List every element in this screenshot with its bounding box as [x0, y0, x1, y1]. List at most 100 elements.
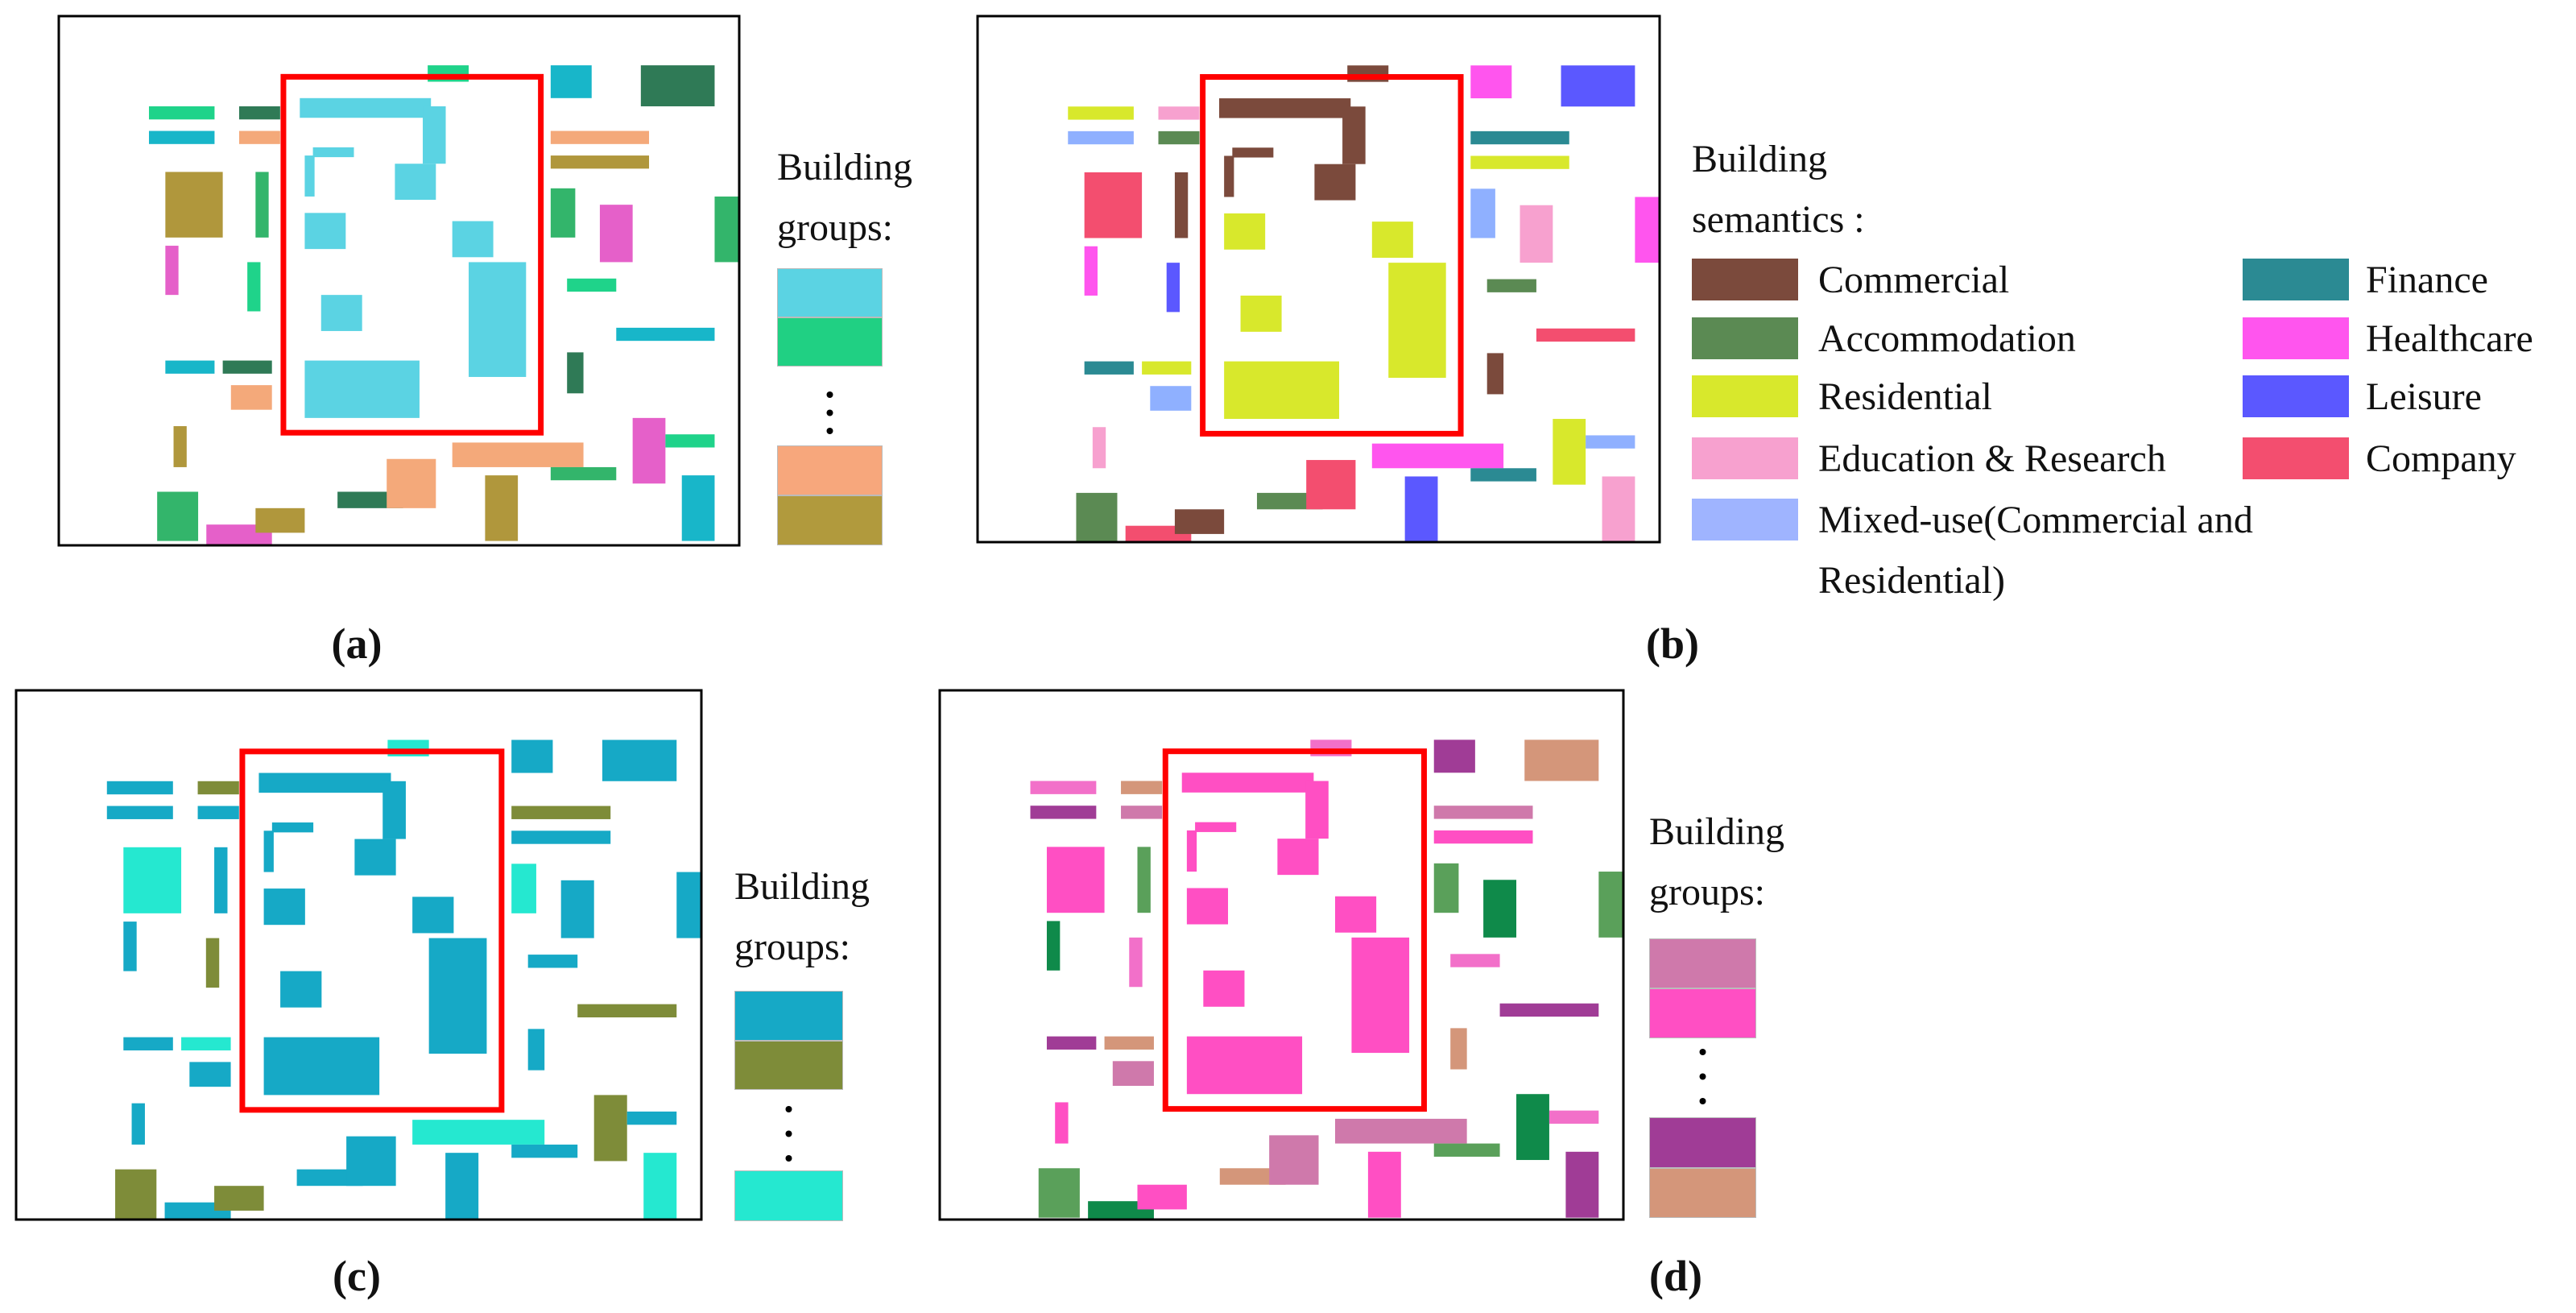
- group-swatch: [777, 268, 883, 317]
- building: [258, 772, 391, 793]
- building: [1450, 954, 1500, 967]
- building: [1240, 295, 1282, 332]
- building: [1076, 492, 1118, 542]
- building: [238, 106, 280, 120]
- building: [1046, 1036, 1097, 1050]
- legend-swatch: [1692, 317, 1798, 359]
- building: [1404, 476, 1438, 542]
- building: [1129, 937, 1143, 988]
- map: [148, 65, 739, 545]
- building: [1055, 1102, 1069, 1144]
- group-swatch: [1649, 938, 1756, 988]
- ellipsis-dot: [826, 409, 833, 416]
- building: [1433, 830, 1533, 844]
- building: [1186, 1036, 1303, 1095]
- building: [1598, 872, 1623, 938]
- building: [230, 385, 272, 410]
- building: [1586, 435, 1635, 449]
- building: [1334, 896, 1377, 933]
- building: [346, 1136, 396, 1187]
- building: [1046, 921, 1061, 971]
- building: [197, 781, 239, 795]
- building: [1084, 246, 1098, 296]
- building: [1470, 65, 1512, 99]
- building: [511, 739, 553, 773]
- building: [1371, 443, 1504, 469]
- building: [1536, 328, 1635, 342]
- building: [165, 172, 223, 238]
- highlight-box: [280, 73, 544, 436]
- building: [550, 155, 650, 169]
- building: [1602, 476, 1635, 542]
- ellipsis-dot: [826, 428, 833, 434]
- building: [567, 352, 584, 394]
- panel-label: (c): [333, 1252, 381, 1300]
- legend-label: Healthcare: [2366, 317, 2533, 360]
- building: [1104, 1036, 1154, 1050]
- building: [1450, 1028, 1467, 1070]
- building: [1084, 172, 1143, 238]
- building: [354, 839, 396, 876]
- building: [1232, 147, 1274, 158]
- building: [1306, 460, 1356, 510]
- building: [106, 781, 173, 795]
- building: [511, 864, 536, 913]
- building: [1305, 781, 1329, 839]
- building: [1486, 353, 1504, 395]
- building: [1486, 279, 1536, 292]
- building: [527, 1029, 545, 1071]
- building: [1046, 847, 1105, 913]
- building: [1181, 772, 1314, 793]
- highlight-box: [1200, 74, 1464, 437]
- legend-label: Accommodation: [1818, 317, 2076, 360]
- legend-label: Commercial: [1818, 259, 2010, 301]
- group-swatch: [777, 445, 883, 495]
- building: [1334, 1118, 1467, 1144]
- building: [1150, 386, 1192, 411]
- building: [1277, 839, 1319, 876]
- building: [616, 327, 715, 342]
- building: [214, 1186, 264, 1211]
- building: [1388, 263, 1446, 379]
- building: [1433, 863, 1459, 913]
- building: [1030, 806, 1097, 819]
- building: [222, 360, 272, 374]
- ellipsis-dot: [1699, 1073, 1706, 1080]
- building: [382, 781, 406, 839]
- building: [131, 1103, 145, 1145]
- building: [1499, 1003, 1599, 1017]
- building: [1224, 361, 1340, 420]
- building: [1470, 468, 1536, 482]
- building: [1092, 427, 1106, 469]
- building: [1195, 822, 1237, 832]
- building: [1038, 1168, 1080, 1218]
- building: [626, 1111, 677, 1125]
- building: [1137, 1184, 1187, 1210]
- building: [423, 106, 446, 164]
- building: [1520, 205, 1553, 263]
- building: [1219, 98, 1351, 118]
- building: [1121, 806, 1163, 819]
- building: [395, 164, 436, 201]
- building: [1186, 830, 1197, 872]
- building: [412, 897, 454, 934]
- building: [643, 1153, 677, 1220]
- panel-frame: [14, 689, 703, 1221]
- legend-swatch: [1692, 259, 1798, 300]
- ellipsis-dot: [826, 391, 833, 398]
- building: [602, 739, 677, 781]
- group-swatch: [777, 317, 883, 367]
- panel-label: (a): [331, 619, 382, 668]
- legend-swatch: [1692, 499, 1798, 541]
- building: [115, 1169, 157, 1220]
- building: [527, 955, 578, 968]
- building: [452, 442, 584, 467]
- highlight-box: [239, 748, 505, 1113]
- building: [1174, 172, 1189, 238]
- building: [1433, 739, 1475, 773]
- building: [665, 434, 715, 448]
- ellipsis-dot: [785, 1106, 792, 1112]
- legend-swatch: [2243, 317, 2349, 359]
- building: [387, 458, 436, 508]
